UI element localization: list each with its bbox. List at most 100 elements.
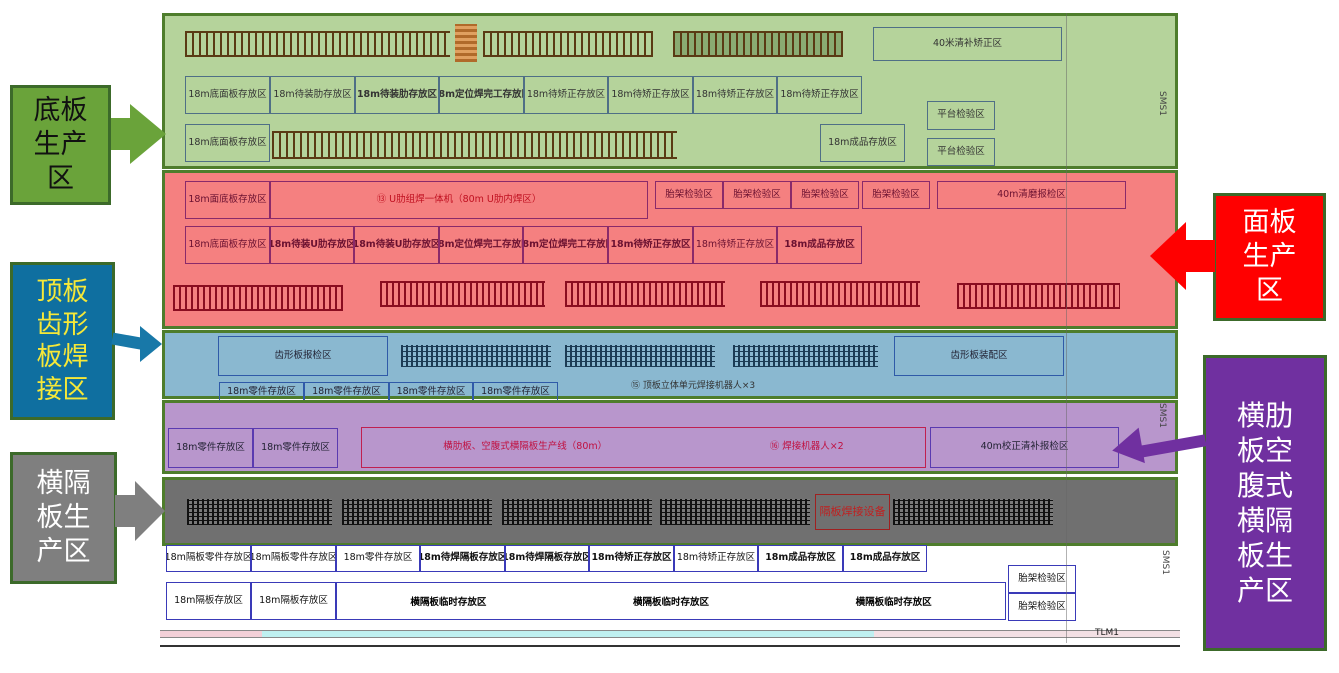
parts-storage-zone: 18m零件存放区 xyxy=(473,382,558,402)
storage-zone: 18m待矫正存放区 xyxy=(608,226,693,264)
conveyor xyxy=(187,499,332,525)
line-label: 横肋板、空腹式横隔板生产线（80m） xyxy=(443,441,608,453)
top-plate-welding-zone: 齿形板报检区 齿形板装配区 ⑮ 顶板立体单元焊接机器人×3 18m零件存放区 1… xyxy=(162,330,1178,402)
jig-inspection-zone: 胎架检验区 xyxy=(791,181,859,209)
storage-zone: 18m待装肋存放区 xyxy=(355,76,439,114)
grid-line xyxy=(1066,13,1067,643)
storage-zone: 18m成品存放区 xyxy=(758,545,843,572)
conveyor xyxy=(380,281,545,307)
grind-inspection-zone: 40m清磨报检区 xyxy=(937,181,1126,209)
gantry xyxy=(455,24,477,62)
jig-inspection-zone: 胎架检验区 xyxy=(1008,593,1076,621)
tooth-plate-assembly-zone: 齿形板装配区 xyxy=(894,336,1064,376)
deck-production-zone: 18m面底板存放区 ⑬ U肋组焊一体机（80m U肋内焊区） 胎架检验区 胎架检… xyxy=(162,170,1178,329)
storage-zone: 18m待矫正存放区 xyxy=(693,76,777,114)
arrow-right-icon xyxy=(140,326,162,362)
robot-annotation: ⑮ 顶板立体单元焊接机器人×3 xyxy=(631,381,756,391)
conveyor xyxy=(565,345,715,367)
diaphragm-welding-equipment: 隔板焊接设备 xyxy=(815,494,890,530)
jig-inspection-zone: 胎架检验区 xyxy=(723,181,791,209)
arrow-right-icon xyxy=(130,104,166,164)
storage-zone: 18m底面板存放区 xyxy=(185,124,270,162)
label-rib-diaphragm: 横肋板空腹式横隔板生产区 xyxy=(1203,355,1327,651)
parts-storage-zone: 18m零件存放区 xyxy=(168,428,253,468)
storage-zone: 18m隔板零件存放区 xyxy=(251,545,336,572)
axis-label: SMS1 xyxy=(1157,91,1167,116)
conveyor xyxy=(673,31,843,57)
storage-zone: 18m待矫正存放区 xyxy=(524,76,608,114)
conveyor xyxy=(401,345,551,367)
axis-label: SMS1 xyxy=(1157,403,1167,428)
tooth-plate-inspection-zone: 齿形板报检区 xyxy=(218,336,388,376)
rib-diaphragm-zone: 18m零件存放区 18m零件存放区 横肋板、空腹式横隔板生产线（80m） ⑯ 焊… xyxy=(162,400,1178,474)
zone-label: 横隔板临时存放区 xyxy=(632,597,709,608)
conveyor xyxy=(185,31,450,57)
conveyor xyxy=(565,281,725,307)
storage-zone: 18m待矫正存放区 xyxy=(777,76,862,114)
conveyor xyxy=(342,499,492,525)
axis-label: TLM1 xyxy=(1095,628,1120,638)
parts-storage-zone: 18m零件存放区 xyxy=(253,428,338,468)
conveyor xyxy=(483,31,653,57)
conveyor xyxy=(502,499,652,525)
label-deck-production: 面板生产区 xyxy=(1213,193,1326,321)
arrow-left-icon xyxy=(1150,222,1186,290)
storage-zone: 18m成品存放区 xyxy=(843,545,927,572)
conveyor xyxy=(733,345,878,367)
zone-label: 横隔板临时存放区 xyxy=(855,597,932,608)
storage-zone: 18m定位焊完工存放区 xyxy=(439,226,523,264)
arrow-right-icon xyxy=(135,481,165,541)
storage-zone: 18m待矫正存放区 xyxy=(589,545,674,572)
storage-zone: 18m零件存放区 xyxy=(336,545,420,572)
storage-zone: 18m待矫正存放区 xyxy=(674,545,758,572)
jig-inspection-zone: 胎架检验区 xyxy=(862,181,930,209)
jig-inspection-zone: 胎架检验区 xyxy=(1008,565,1076,593)
storage-zone: 18m隔板存放区 xyxy=(251,582,336,620)
platform-inspection-zone: 平台检验区 xyxy=(927,101,995,130)
base-line xyxy=(160,645,1180,647)
conveyor xyxy=(272,131,677,159)
zone-40m-repair: 40米清补矫正区 xyxy=(873,27,1062,61)
diaphragm-production-zone: 隔板焊接设备 xyxy=(162,477,1178,546)
parts-storage-zone: 18m零件存放区 xyxy=(304,382,389,402)
storage-zone: 18m定位焊完工存放区 xyxy=(523,226,608,264)
zone-label: 横隔板临时存放区 xyxy=(410,597,487,608)
storage-zone: 18m面底板存放区 xyxy=(185,181,270,219)
storage-zone: 18m成品存放区 xyxy=(777,226,862,264)
conveyor xyxy=(760,281,920,307)
label-top-plate: 顶板齿形板焊接区 xyxy=(10,262,115,420)
storage-zone: 18m待装肋存放区 xyxy=(270,76,355,114)
storage-zone: 18m隔板零件存放区 xyxy=(166,545,251,572)
storage-zone: 18m待焊隔板存放区 xyxy=(505,545,589,572)
axis-label: SMS1 xyxy=(1160,550,1170,575)
conveyor xyxy=(957,283,1120,309)
conveyor xyxy=(173,285,343,311)
floor-production-zone: 40米清补矫正区 18m底面板存放区 18m待装肋存放区 18m待装肋存放区 1… xyxy=(162,13,1178,169)
storage-zone: 18m定位焊完工存放区 xyxy=(439,76,524,114)
arrow-right-icon xyxy=(115,495,137,527)
u-rib-welding-line: ⑬ U肋组焊一体机（80m U肋内焊区） xyxy=(270,181,648,219)
arrow-left-icon xyxy=(1185,240,1215,272)
label-floor-production: 底板生产区 xyxy=(10,85,111,205)
conveyor xyxy=(893,499,1053,525)
storage-zone: 18m待矫正存放区 xyxy=(693,226,777,264)
storage-zone: 18m隔板存放区 xyxy=(166,582,251,620)
robot-label: ⑯ 焊接机器人×2 xyxy=(769,441,844,453)
storage-zone: 18m待装U肋存放区 xyxy=(270,226,354,264)
correction-inspection-zone: 40m校正清补报检区 xyxy=(930,427,1119,468)
parts-storage-zone: 18m零件存放区 xyxy=(219,382,304,402)
storage-zone: 18m待焊隔板存放区 xyxy=(420,545,505,572)
rib-production-line: 横肋板、空腹式横隔板生产线（80m） ⑯ 焊接机器人×2 xyxy=(361,427,926,468)
storage-zone: 18m待装U肋存放区 xyxy=(354,226,439,264)
label-diaphragm: 横隔板生产区 xyxy=(10,452,117,584)
rail xyxy=(160,630,1180,638)
arrow-left-icon xyxy=(1109,427,1145,469)
finished-storage-zone: 18m成品存放区 xyxy=(820,124,905,162)
temporary-storage-zone: 横隔板临时存放区 横隔板临时存放区 横隔板临时存放区 xyxy=(336,582,1006,620)
jig-inspection-zone: 胎架检验区 xyxy=(655,181,723,209)
parts-storage-zone: 18m零件存放区 xyxy=(389,382,473,402)
conveyor xyxy=(660,499,810,525)
storage-zone: 18m底面板存放区 xyxy=(185,76,270,114)
arrow-right-icon xyxy=(111,118,133,150)
storage-zone: 18m待矫正存放区 xyxy=(608,76,693,114)
